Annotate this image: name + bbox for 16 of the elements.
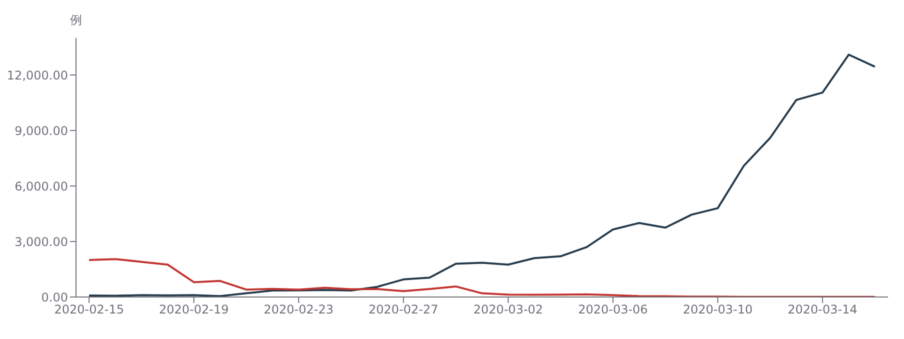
x-tick-label: 2020-03-06 (578, 302, 648, 317)
y-tick-label: 9,000.00 (14, 124, 68, 138)
y-tick-label: 6,000.00 (14, 179, 68, 194)
x-tick-label: 2020-02-15 (54, 302, 124, 317)
line-series (88, 54, 876, 297)
y-tick-label: 0.00 (41, 290, 68, 304)
y-axis-title: 例 (70, 12, 82, 29)
x-tick-label: 2020-03-02 (473, 302, 544, 317)
x-tick-label: 2020-02-23 (264, 302, 334, 317)
y-tick-label: 3,000.00 (14, 234, 68, 249)
x-tick-label: 2020-02-27 (368, 302, 438, 317)
x-tick-label: 2020-02-19 (158, 302, 229, 317)
y-tick-label: 12,000.00 (6, 68, 68, 82)
line-series (88, 258, 876, 297)
x-tick-label: 2020-03-14 (788, 302, 858, 317)
x-tick-label: 2020-03-10 (682, 302, 753, 317)
